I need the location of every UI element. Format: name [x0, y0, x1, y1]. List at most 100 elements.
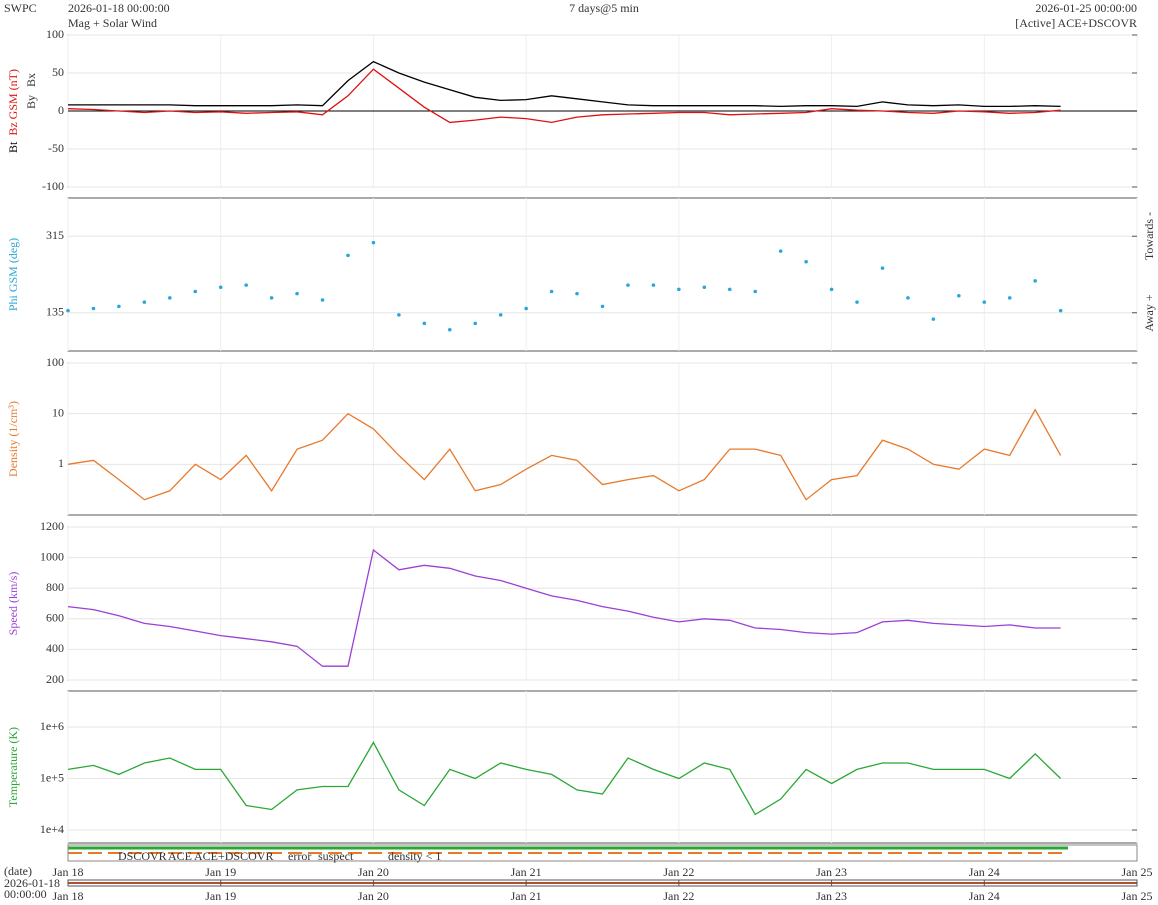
series-name: Temperature (K) — [6, 727, 20, 807]
x-tick-label: Jan 20 — [358, 889, 389, 903]
point — [804, 259, 808, 264]
x-tick-label: Jan 19 — [205, 865, 236, 879]
legend-label: error — [288, 849, 311, 863]
x-tick-label: Jan 21 — [511, 889, 542, 903]
date-start: 00:00:00 — [4, 887, 47, 901]
legend-label: ACE — [168, 849, 192, 863]
point — [295, 291, 299, 296]
y-tick-label: 1e+5 — [40, 770, 64, 784]
y-tick-label: 100 — [46, 355, 64, 369]
point — [600, 304, 605, 309]
point — [269, 296, 274, 300]
span: 7 days@5 min — [569, 1, 639, 15]
x-tick-label: Jan 19 — [205, 889, 236, 903]
x-tick-label: Jan 20 — [358, 865, 389, 879]
y-tick-label: 800 — [46, 580, 64, 594]
series-name: Density (1/cm³) — [6, 401, 20, 477]
point — [1033, 279, 1037, 283]
x-tick-label: Jan 24 — [969, 889, 1000, 903]
legend-label: suspect — [318, 849, 354, 863]
point — [982, 300, 987, 304]
y-axis-label: Speed (km/s) — [6, 572, 20, 636]
point — [1058, 308, 1063, 313]
panel-frame — [67, 690, 1138, 844]
series-line — [67, 548, 1061, 667]
point — [244, 283, 248, 287]
point — [727, 287, 732, 292]
point — [66, 308, 70, 313]
point — [422, 321, 427, 326]
y-tick-label: 315 — [46, 228, 64, 242]
date-start: 2026-01-18 — [4, 876, 60, 890]
legend-label: ACE+DSCOVR — [194, 849, 273, 863]
point — [498, 313, 503, 317]
series-line — [68, 60, 1061, 108]
x-tick-label: Jan 25 — [1122, 865, 1153, 879]
x-tick-label: Jan 22 — [663, 865, 694, 879]
point — [829, 287, 834, 292]
point — [91, 306, 96, 311]
y-axis-label: Phi GSM (deg) — [6, 238, 20, 311]
y-tick-label: 200 — [46, 672, 64, 686]
point — [778, 249, 783, 253]
series-line — [67, 741, 1062, 816]
panel-frame — [67, 197, 1138, 352]
point — [320, 298, 325, 302]
point — [193, 289, 198, 294]
y-tick-label: 1000 — [40, 549, 64, 563]
series-line — [68, 243, 1061, 330]
x-tick-label: Jan 25 — [1122, 889, 1153, 903]
series-name: Phi GSM (deg) — [6, 238, 20, 311]
y-tick-label: 0 — [58, 103, 64, 117]
point — [855, 300, 859, 304]
point — [168, 296, 172, 300]
point — [346, 253, 350, 258]
point — [1007, 296, 1012, 300]
series-line — [67, 408, 1062, 501]
point — [218, 285, 223, 290]
point — [880, 266, 885, 270]
side-label: Away + — [1142, 294, 1156, 332]
point — [397, 313, 401, 317]
point — [753, 289, 758, 294]
y-tick-label: 600 — [46, 611, 64, 625]
point — [524, 306, 528, 311]
x-tick-label: Jan 21 — [511, 865, 542, 879]
series-name: Bt — [6, 141, 20, 153]
end-time: 2026-01-25 00:00:00 — [1035, 1, 1137, 15]
point — [142, 300, 147, 304]
x-tick-label: Jan 18 — [53, 865, 84, 879]
point — [906, 296, 910, 300]
y-axis-label: Density (1/cm³) — [6, 401, 20, 477]
point — [651, 283, 656, 287]
y-tick-label: 400 — [46, 641, 64, 655]
y-axis-label: Bt Bz GSM (nT) — [6, 69, 20, 153]
series-line — [67, 68, 1061, 124]
point — [702, 285, 707, 290]
x-tick-label: Jan 24 — [969, 865, 1000, 879]
y-tick-label: 1200 — [40, 519, 64, 533]
y-tick-label: 10 — [52, 405, 64, 419]
point — [473, 321, 478, 326]
y-tick-label: 50 — [52, 65, 64, 79]
date-axis-title: (date) — [4, 864, 32, 878]
point — [371, 240, 376, 245]
panel-frame — [67, 526, 1138, 681]
y-tick-label: 1 — [58, 456, 64, 470]
y-axis-label: Temperature (K) — [6, 727, 20, 807]
point — [549, 289, 554, 294]
product: Mag + Solar Wind — [68, 16, 157, 30]
y-tick-label: 135 — [46, 305, 64, 319]
point — [931, 317, 936, 321]
y-tick-label: 100 — [46, 27, 64, 41]
point — [626, 283, 630, 287]
point — [575, 291, 579, 296]
legend-label: density < 1 — [388, 849, 441, 863]
x-tick-label: Jan 22 — [663, 889, 694, 903]
start-time: 2026-01-18 00:00:00 — [68, 1, 170, 15]
x-tick-label: Jan 18 — [53, 889, 84, 903]
side-label: Towards - — [1142, 212, 1156, 260]
panel-frame — [67, 362, 1138, 516]
point — [677, 287, 681, 292]
